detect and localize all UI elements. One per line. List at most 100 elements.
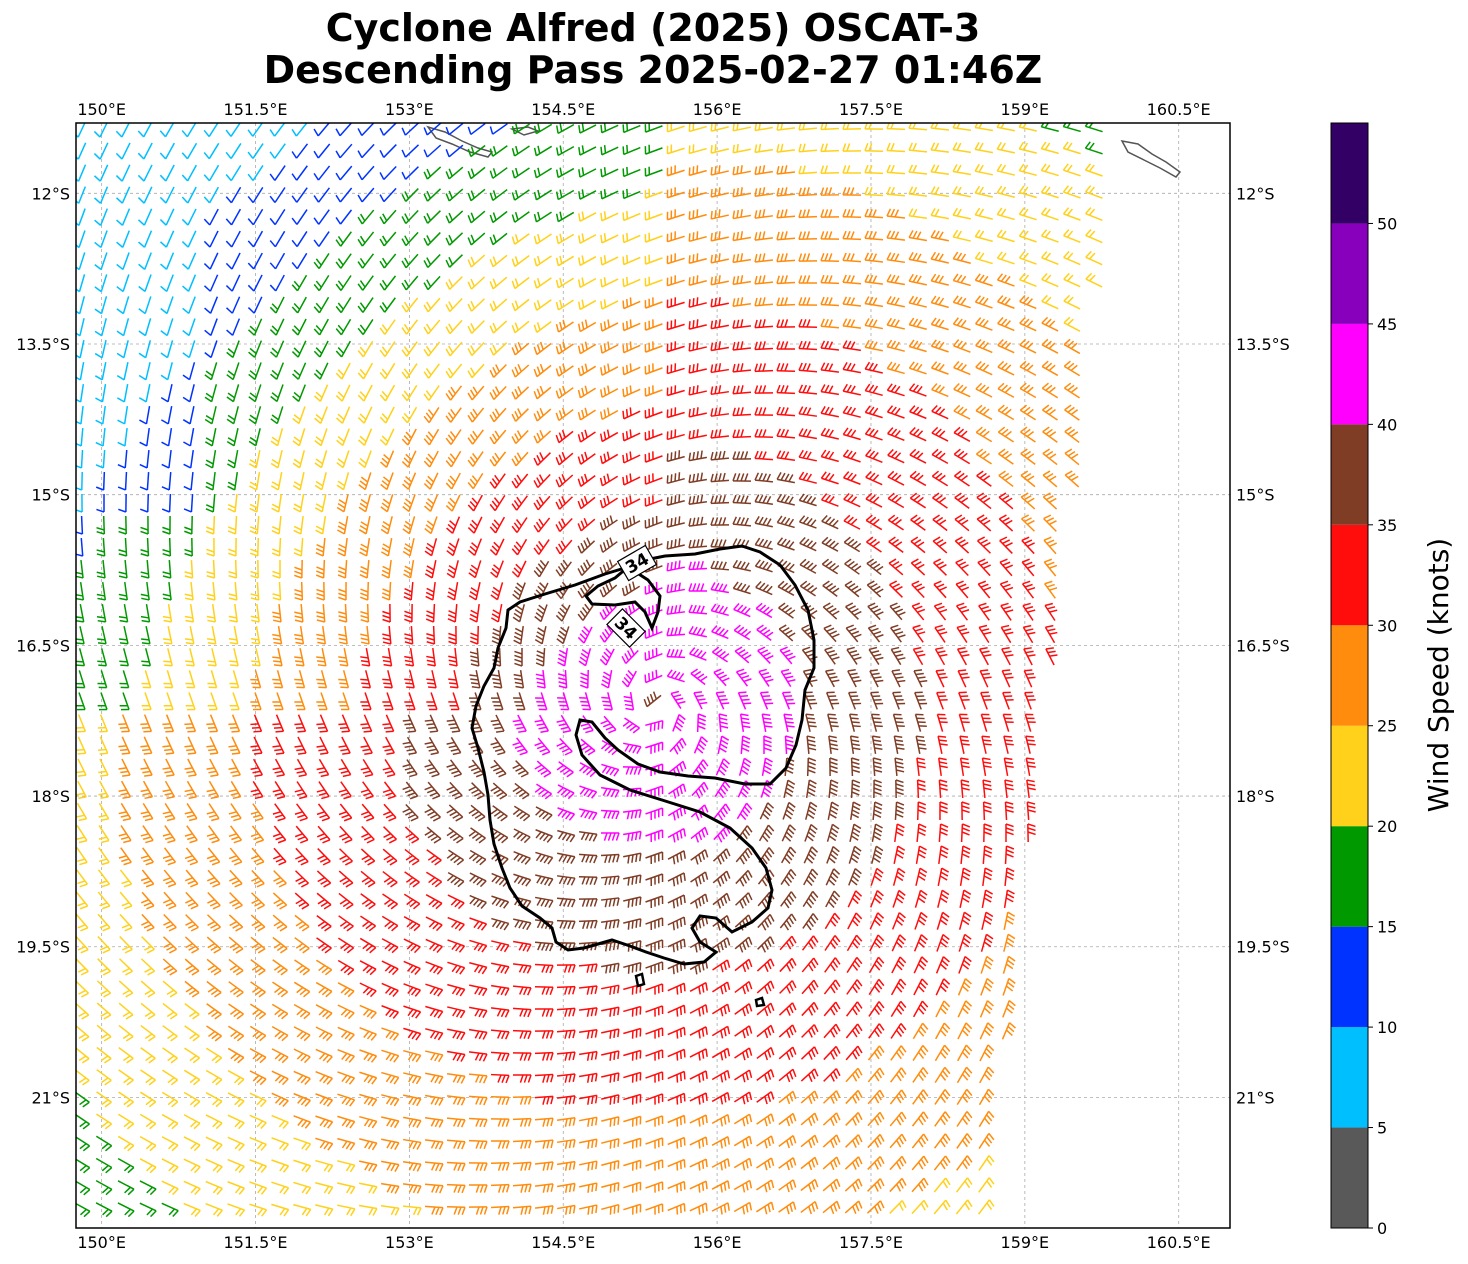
wind-barb xyxy=(467,407,485,423)
wind-barb xyxy=(181,123,197,138)
wind-barb xyxy=(94,230,108,249)
wind-barb xyxy=(1041,294,1059,310)
wind-barb xyxy=(467,188,486,202)
wind-barb xyxy=(1063,338,1081,355)
wind-barb xyxy=(754,165,774,176)
wind-barb xyxy=(358,472,372,491)
wind-barb xyxy=(160,340,174,359)
wind-barb xyxy=(555,363,574,377)
wind-barb xyxy=(116,274,130,293)
wind-barb xyxy=(776,428,796,439)
lat-tick-label-right: 18°S xyxy=(1236,787,1275,806)
wind-barb xyxy=(445,144,464,158)
wind-barb xyxy=(227,471,239,491)
wind-barb xyxy=(227,493,238,513)
wind-barb xyxy=(116,252,130,271)
wind-barb xyxy=(732,253,752,264)
wind-barb xyxy=(864,143,884,152)
wind-barb xyxy=(335,209,353,225)
wind-barb xyxy=(489,145,508,157)
wind-barb xyxy=(423,144,442,158)
wind-barb xyxy=(401,166,419,180)
wind-barb xyxy=(1064,470,1080,488)
wind-barb xyxy=(467,451,484,467)
wind-barb xyxy=(138,340,152,359)
wind-barb xyxy=(269,143,286,159)
wind-barb xyxy=(842,230,862,241)
wind-barb xyxy=(269,230,286,248)
wind-barb xyxy=(600,211,619,222)
colorbar-tick-label: 25 xyxy=(1377,717,1397,736)
wind-barb xyxy=(379,253,397,269)
wind-barb xyxy=(666,407,685,419)
wind-barb xyxy=(954,470,970,487)
wind-barb xyxy=(160,362,173,381)
wind-barb xyxy=(1019,404,1037,421)
map-title-line-2: Descending Pass 2025-02-27 01:46Z xyxy=(263,48,1043,92)
wind-barb xyxy=(622,451,641,464)
wind-barb xyxy=(1063,294,1081,310)
wind-barb xyxy=(886,339,905,352)
colorbar-tick-label: 50 xyxy=(1377,214,1397,233)
wind-barb xyxy=(577,473,596,487)
wind-barb xyxy=(380,450,395,468)
wind-barb xyxy=(94,186,109,204)
wind-barb xyxy=(644,210,663,221)
wind-barb xyxy=(666,472,685,485)
wind-barb xyxy=(248,384,262,403)
wind-barb xyxy=(137,142,153,160)
wind-barb xyxy=(930,142,950,153)
wind-barb xyxy=(226,384,240,403)
wind-barb xyxy=(886,295,905,308)
wind-barb xyxy=(445,297,463,313)
wind-barb xyxy=(1041,251,1059,265)
wind-barb xyxy=(138,296,152,315)
wind-barb xyxy=(908,295,927,308)
wind-barb xyxy=(467,320,485,334)
wind-barb xyxy=(291,231,308,248)
wind-barb xyxy=(380,494,394,513)
wind-barb xyxy=(204,340,218,359)
wind-barb xyxy=(115,186,131,204)
wind-barb xyxy=(117,471,128,491)
wind-barb xyxy=(1085,250,1103,266)
wind-barb xyxy=(555,319,574,333)
wind-barb xyxy=(666,275,685,287)
wind-barb xyxy=(1020,470,1036,488)
wind-barb xyxy=(314,384,329,402)
wind-barb xyxy=(886,405,905,419)
wind-barb xyxy=(952,142,972,154)
wind-barb xyxy=(1084,163,1103,177)
wind-barb xyxy=(864,164,884,175)
wind-barb xyxy=(379,297,396,313)
wind-barb xyxy=(336,494,349,513)
wind-barb xyxy=(886,317,905,330)
wind-barb xyxy=(182,340,196,359)
wind-barb xyxy=(423,210,441,224)
wind-barb xyxy=(511,408,529,422)
wind-barb xyxy=(401,406,418,424)
colorbar-label: Wind Speed (knots) xyxy=(1422,538,1455,812)
wind-barb xyxy=(313,362,329,380)
wind-barb xyxy=(887,448,905,464)
wind-barb xyxy=(116,362,129,381)
wind-barb xyxy=(117,449,128,469)
wind-barb xyxy=(423,450,439,468)
wind-barb xyxy=(1063,229,1081,244)
wind-barb xyxy=(820,362,840,373)
lat-tick-label-left: 15°S xyxy=(31,486,70,505)
wind-barb xyxy=(600,233,619,244)
wind-barb xyxy=(225,123,241,137)
lat-tick-label-right: 19.5°S xyxy=(1236,938,1290,957)
wind-barb xyxy=(644,319,663,331)
wind-barb xyxy=(204,362,218,381)
wind-barb xyxy=(357,143,375,159)
wind-barb xyxy=(225,296,241,314)
wind-barb xyxy=(776,275,796,285)
wind-barb xyxy=(204,318,218,337)
wind-barb xyxy=(600,167,619,178)
wind-barb xyxy=(931,426,949,442)
wind-barb xyxy=(467,166,486,180)
wind-barb xyxy=(997,338,1015,354)
wind-barb xyxy=(248,406,262,425)
